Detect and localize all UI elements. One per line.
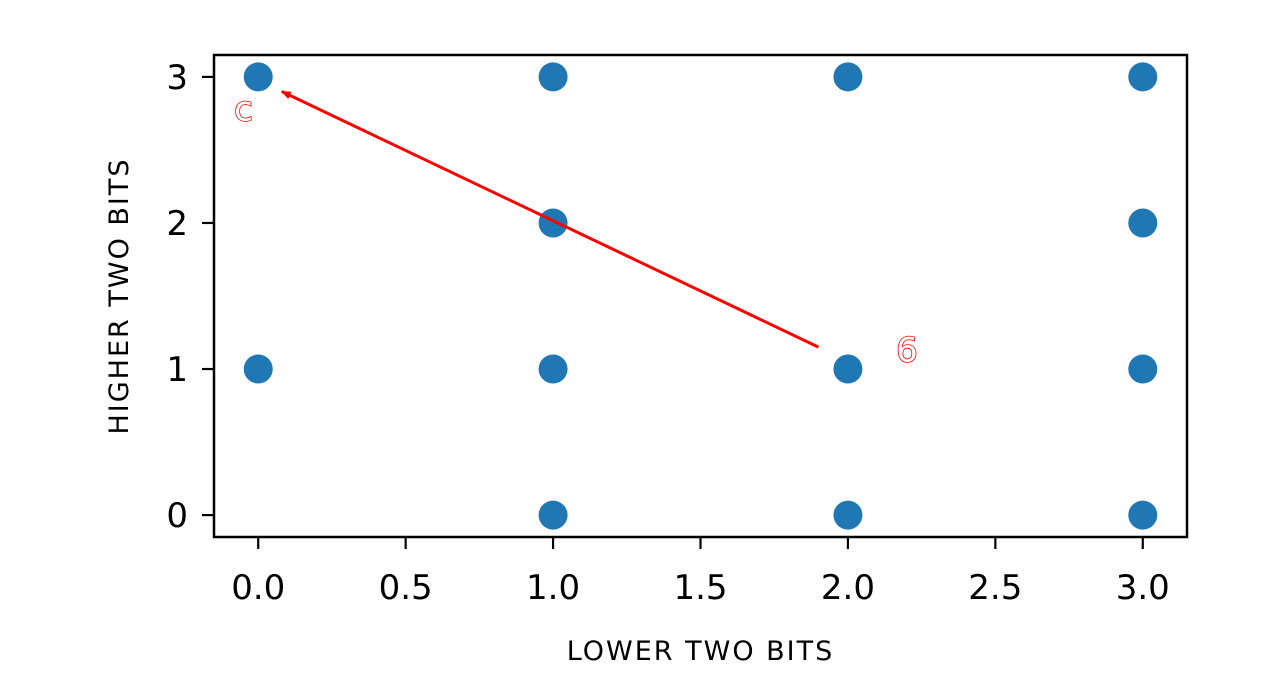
y-axis-ticks: 0 1 2 3 (166, 58, 214, 536)
annotation-label-from: 6 (896, 331, 918, 371)
data-point (833, 354, 863, 384)
data-point (1128, 62, 1158, 92)
data-point (243, 62, 273, 92)
y-tick-label: 3 (166, 58, 188, 98)
annotation-arrow (280, 90, 820, 349)
data-point (833, 62, 863, 92)
y-tick-label: 0 (166, 496, 188, 536)
data-point (538, 500, 568, 530)
x-axis-ticks: 0.0 0.5 1.0 1.5 2.0 2.5 3.0 (231, 537, 1170, 608)
x-tick-label: 1.5 (673, 568, 727, 608)
data-point (1128, 354, 1158, 384)
x-tick-label: 2.5 (968, 568, 1022, 608)
y-axis-label: HIGHER TWO BITS (104, 157, 135, 434)
x-tick-label: 0.5 (379, 568, 433, 608)
x-tick-label: 1.0 (526, 568, 580, 608)
x-tick-label: 2.0 (821, 568, 875, 608)
annotation: 6c (233, 89, 918, 372)
annotation-label-to: c (234, 90, 253, 130)
data-point (833, 500, 863, 530)
y-tick-label: 1 (166, 350, 188, 390)
data-points (243, 62, 1158, 530)
data-point (538, 62, 568, 92)
x-axis-label: LOWER TWO BITS (567, 636, 835, 667)
data-point (538, 208, 568, 238)
data-point (243, 354, 273, 384)
data-point (538, 354, 568, 384)
plot-area-frame (212, 53, 1189, 539)
y-tick-label: 2 (166, 204, 188, 244)
data-point (1128, 208, 1158, 238)
x-tick-label: 0.0 (231, 568, 285, 608)
data-point (1128, 500, 1158, 530)
x-tick-label: 3.0 (1116, 568, 1170, 608)
